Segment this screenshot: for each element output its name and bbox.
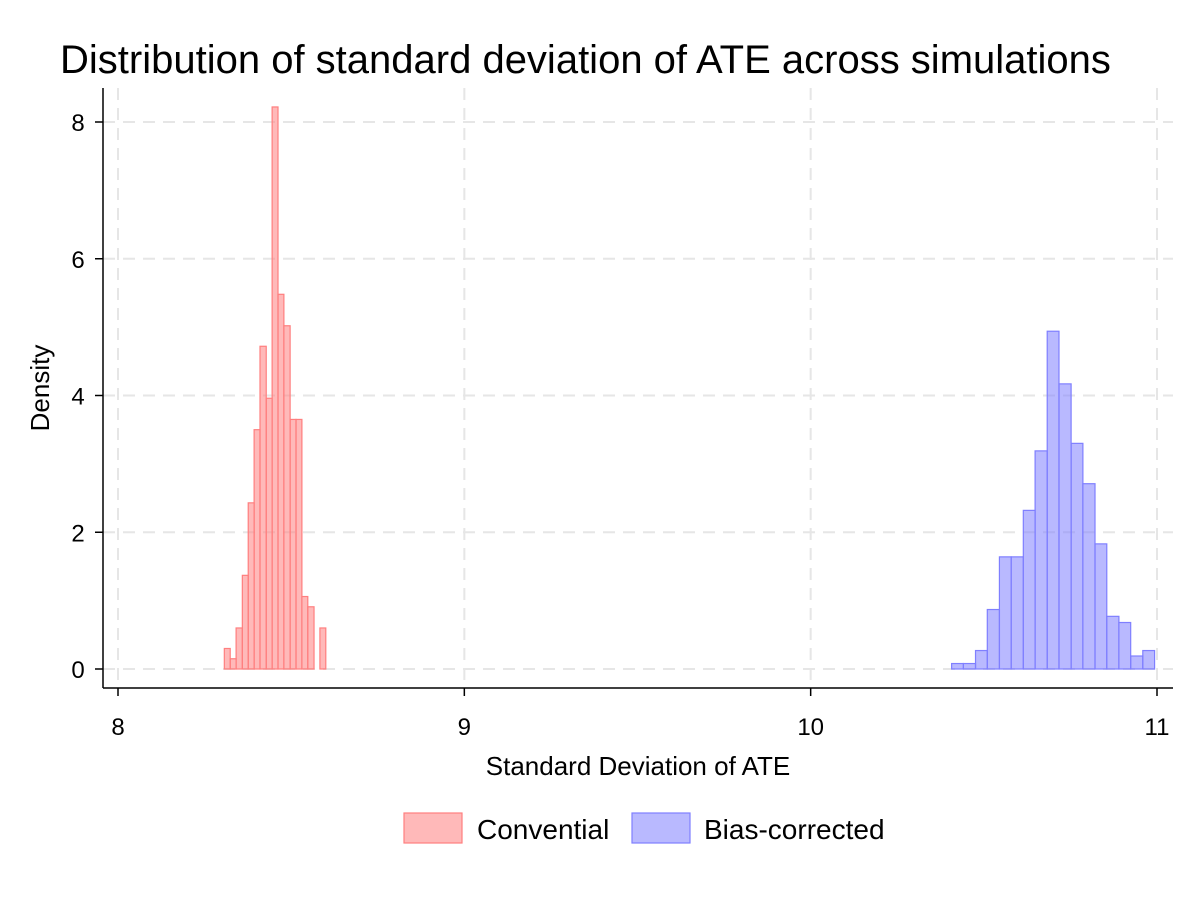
histogram-bar <box>295 418 303 670</box>
histogram-bar <box>1118 621 1132 670</box>
histogram-bar <box>223 647 231 670</box>
histogram-bar <box>1082 483 1096 670</box>
x-axis-label: Standard Deviation of ATE <box>486 751 790 781</box>
axes: 0 2 4 6 8 8 9 10 11 <box>71 88 1173 741</box>
histogram-bar <box>1058 383 1072 670</box>
y-tick-label: 6 <box>71 247 84 274</box>
histogram-bar <box>1094 543 1108 670</box>
histogram-bar <box>235 627 243 670</box>
histogram-bar <box>229 658 237 670</box>
histogram-bar <box>951 662 964 670</box>
chart-title: Distribution of standard deviation of AT… <box>60 38 1111 82</box>
histogram-bar <box>277 293 285 670</box>
y-tick-label: 0 <box>71 657 84 684</box>
histogram-bar <box>1034 450 1048 670</box>
legend: Convential Bias-corrected <box>403 812 885 845</box>
histogram-bar <box>283 325 291 670</box>
histogram-bar <box>247 502 255 670</box>
x-tick-label: 10 <box>797 714 824 741</box>
y-tick-label: 4 <box>71 384 84 411</box>
histogram-bar <box>259 345 267 670</box>
histogram-bar <box>1010 556 1024 670</box>
histogram-bar <box>307 606 315 670</box>
legend-label: Convential <box>477 814 609 845</box>
histogram-bar <box>1130 655 1144 670</box>
histogram-bar <box>998 556 1012 670</box>
histogram-bar <box>974 649 988 670</box>
histogram-bar <box>1142 649 1156 670</box>
series-convential-bars <box>223 106 327 670</box>
series-bias-corrected-bars <box>951 330 1156 670</box>
histogram-bar <box>289 418 297 670</box>
histogram-bar <box>1046 330 1060 670</box>
histogram-bar <box>271 106 279 670</box>
histogram-bar <box>986 608 1001 670</box>
x-tick-label: 8 <box>111 714 124 741</box>
legend-swatch <box>403 812 463 844</box>
histogram-bar <box>319 627 327 670</box>
histogram-bar <box>1106 615 1120 670</box>
histogram-bar <box>1070 442 1084 670</box>
x-tick-label: 9 <box>458 714 471 741</box>
y-axis-label: Density <box>25 345 55 432</box>
histogram-bar <box>241 574 249 670</box>
histogram-bar <box>301 595 309 670</box>
y-tick-label: 8 <box>71 110 84 137</box>
histogram-bar <box>962 662 977 670</box>
histogram-bar <box>1022 509 1036 670</box>
y-tick-label: 2 <box>71 520 84 547</box>
legend-label: Bias-corrected <box>704 814 885 845</box>
x-tick-label: 11 <box>1145 714 1170 741</box>
histogram-bar <box>265 397 273 670</box>
legend-swatch <box>631 812 691 844</box>
histogram-bar <box>253 429 261 670</box>
